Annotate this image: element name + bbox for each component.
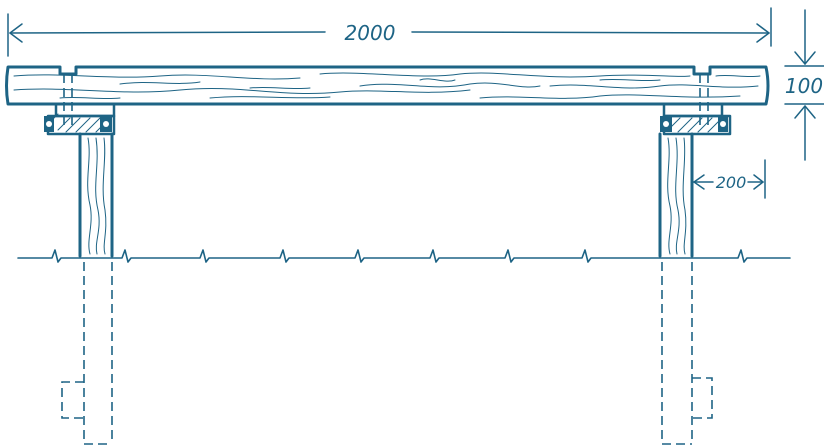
left-leg-buried [61, 262, 113, 445]
left-bolt [63, 74, 73, 128]
right-bolt [699, 74, 709, 128]
left-leg [78, 132, 114, 258]
right-leg-buried [661, 262, 713, 445]
leg-width-dimension-label: 200 [716, 173, 747, 192]
right-bracket [660, 102, 732, 136]
length-dimension: 2000 [7, 7, 772, 57]
leg-width-dimension: 200 [693, 159, 766, 199]
thickness-dimension-label: 100 [785, 74, 823, 98]
length-dimension-label: 2000 [345, 21, 396, 45]
right-leg [658, 132, 694, 258]
left-bracket [44, 102, 116, 136]
seat-plank [5, 65, 770, 106]
ground-line [17, 249, 791, 263]
thickness-dimension: 100 [784, 9, 824, 161]
